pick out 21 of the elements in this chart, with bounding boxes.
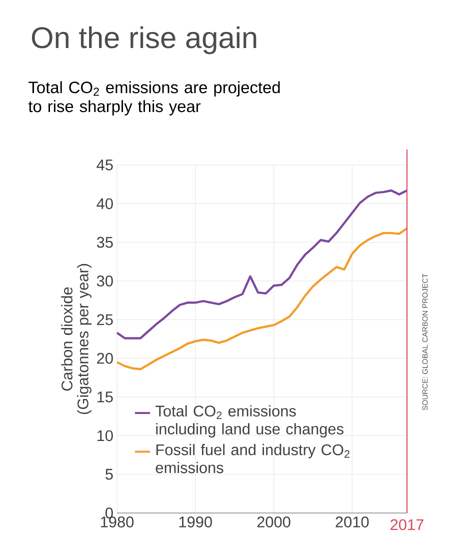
- chart-title: On the rise again: [32, 26, 256, 54]
- y-tick-label: 10: [97, 430, 113, 442]
- y-tick-label: 5: [106, 468, 113, 480]
- y-tick-label: 30: [96, 276, 113, 286]
- x-tick-label: 2000: [257, 516, 290, 528]
- line-series: [116, 227, 408, 370]
- y-tick-label: 25: [97, 314, 113, 326]
- x-tick-label: 1980: [100, 516, 134, 528]
- y-tick-label: 40: [96, 198, 113, 210]
- x-tick-label: 2010: [336, 516, 369, 528]
- y-tick-label: 15: [97, 392, 113, 402]
- y-tick-label: 0: [106, 508, 113, 518]
- chart-subtitle: Total CO$_{2}$ emissions are projected to rise sharply this year: [28, 81, 280, 116]
- y-tick-label: 20: [97, 352, 113, 364]
- legend-label: Total CO$_{2}$ emissions including land use changes: [156, 405, 344, 438]
- text: Fossil fuel and industry CO$_{2}$ emissions: [156, 444, 350, 474]
- x-tick-label: 1990: [179, 516, 212, 528]
- y-tick-label: 35: [96, 236, 113, 248]
- y-tick-label: 45: [96, 160, 113, 170]
- y-axis-title: Carbon dioxide (Gigatonnes per year): [61, 264, 92, 414]
- ref-line-label: 2017: [390, 519, 424, 530]
